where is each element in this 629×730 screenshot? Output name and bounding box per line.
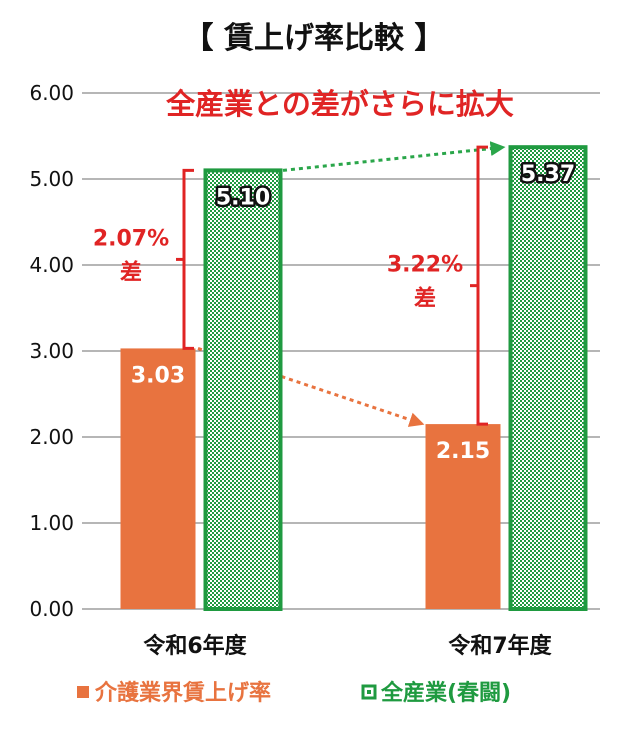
x-axis: 令和6年度 令和7年度 <box>143 633 552 659</box>
difference-label: 差 <box>414 286 436 312</box>
bar-kaigo <box>425 424 501 609</box>
y-tick-label: 5.00 <box>29 167 74 191</box>
chart-title: 【 賃上げ率比較 】 <box>184 21 445 56</box>
difference-annotations: 2.07% 差 3.22% 差 <box>93 145 488 426</box>
data-label-kaigo: 2.15 <box>436 439 490 464</box>
difference-value: 3.22% <box>387 253 463 278</box>
legend-swatch-all-industry-inner <box>367 690 371 694</box>
difference-label: 差 <box>120 259 142 285</box>
bar-all-industry <box>508 145 588 611</box>
y-tick-label: 4.00 <box>29 253 74 277</box>
legend-label-all-industry: 全産業(春闘) <box>380 680 511 706</box>
y-tick-label: 3.00 <box>29 339 74 363</box>
y-tick-label: 6.00 <box>29 81 74 105</box>
y-tick-label: 0.00 <box>29 597 74 621</box>
y-tick-label: 2.00 <box>29 425 74 449</box>
data-label-all-industry: 5.37 <box>521 162 575 187</box>
data-label-all-industry: 5.10 <box>216 185 270 210</box>
difference-value: 2.07% <box>93 226 169 251</box>
trend-arrows <box>197 141 506 427</box>
y-axis: 0.00 1.00 2.00 3.00 4.00 5.00 6.00 <box>29 81 74 621</box>
data-label-kaigo: 3.03 <box>131 363 185 388</box>
legend: 介護業界賃上げ率 全産業(春闘) <box>77 680 511 706</box>
legend-swatch-kaigo <box>77 686 89 698</box>
legend-label-kaigo: 介護業界賃上げ率 <box>94 680 271 706</box>
bars: 3.03 5.10 2.15 5.37 <box>120 145 588 611</box>
y-tick-label: 1.00 <box>29 511 74 535</box>
difference-bracket <box>476 145 488 426</box>
bar-kaigo <box>120 348 196 609</box>
bar-all-industry <box>203 168 283 611</box>
headline-annotation: 全産業との差がさらに拡大 <box>165 87 514 121</box>
x-tick-label: 令和6年度 <box>143 633 247 659</box>
x-tick-label: 令和7年度 <box>448 633 552 659</box>
difference-bracket <box>182 168 194 350</box>
green-trend-arrow <box>282 141 506 172</box>
